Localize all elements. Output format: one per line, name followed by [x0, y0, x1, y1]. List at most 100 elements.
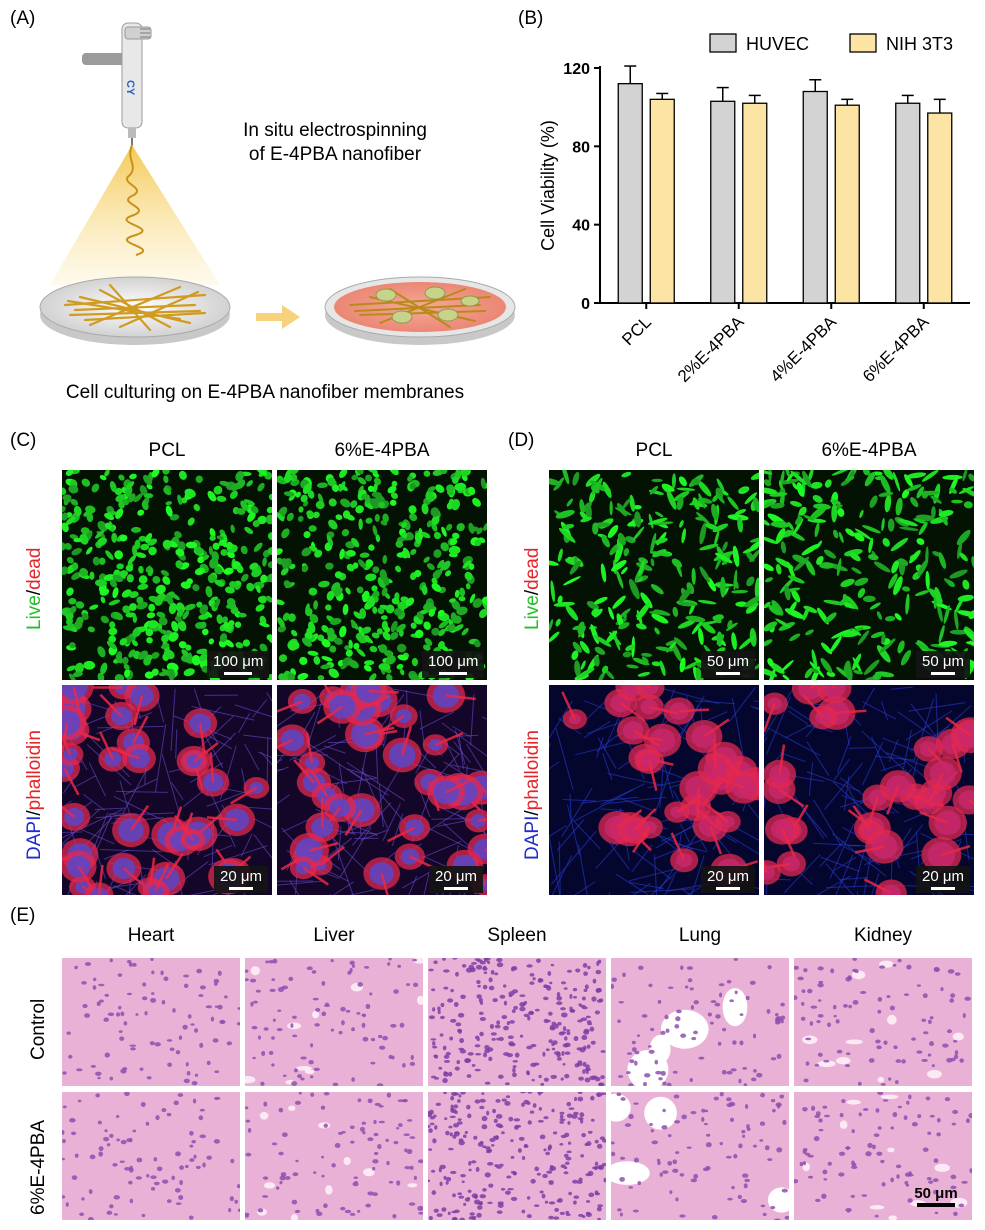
bar-nih3t3: [927, 112, 953, 304]
scale-text: 100 μm: [213, 653, 264, 670]
panel-d-col-title-2: 6%E-4PBA: [821, 440, 917, 461]
x-tick-label: PCL: [618, 312, 655, 349]
bar-huvec: [895, 102, 921, 304]
legend-label: NIH 3T3: [886, 34, 953, 54]
x-tick-label: 2%E-4PBA: [674, 312, 748, 386]
scale-bar-d-live-6e4pba: 50 μm: [916, 651, 970, 678]
slash: /: [24, 810, 45, 816]
panel-e-col-kidney: Kidney: [853, 925, 913, 946]
histology-spleen-control: [428, 958, 606, 1086]
micrograph-c-dapi-pcl: [62, 685, 272, 895]
panel-c-row-label-live-dead: Live/dead: [24, 548, 46, 630]
panel-c-col-title-2: 6%E-4PBA: [334, 440, 430, 461]
phalloidin-label: phalloidin: [24, 730, 45, 811]
histology-lung-control: [611, 958, 789, 1086]
device-logo-text: CY: [124, 80, 136, 96]
histology-kidney-control: [794, 958, 972, 1086]
scale-bar-d-live-pcl: 50 μm: [701, 651, 755, 678]
panel-label-c: (C): [10, 430, 37, 451]
electrospinning-device: CY: [82, 22, 152, 145]
petri-dish-left: [39, 276, 231, 345]
micrograph-d-dapi-pcl: [549, 685, 759, 895]
legend-swatch: [849, 33, 877, 53]
dapi-label: DAPI: [24, 815, 45, 860]
histology-lung-6e4pba: [611, 1092, 789, 1220]
bar-huvec: [710, 100, 736, 304]
phalloidin-label: phalloidin: [522, 730, 543, 811]
panel-a-caption-top-line2: of E-4PBA nanofiber: [248, 144, 422, 165]
panel-e-col-heart: Heart: [127, 925, 175, 946]
scale-bar-c-live-6e4pba: 100 μm: [422, 651, 485, 678]
scale-bar-d-dapi-6e4pba: 20 μm: [916, 866, 970, 893]
bar-nih3t3: [834, 104, 860, 304]
scale-text: 50 μm: [922, 653, 964, 670]
electrospinning-schematic: CY: [39, 22, 516, 345]
panel-a-caption-top-line1: In situ electrospinning: [243, 120, 427, 141]
scale-text: 20 μm: [435, 868, 477, 885]
slash: /: [522, 589, 543, 596]
micrograph-d-live-6e4pba: [764, 470, 974, 680]
slash: /: [24, 589, 45, 596]
fiber-spiral: [125, 144, 145, 256]
panel-c-row-label-dapi-phalloidin: DAPI/phalloidin: [24, 730, 46, 860]
panel-e-scale-bar: 50 μm: [900, 1185, 972, 1207]
histology-heart-control: [62, 958, 240, 1086]
slash: /: [522, 810, 543, 816]
bar-huvec: [802, 90, 828, 304]
panel-a-caption-bottom: Cell culturing on E-4PBA nanofiber membr…: [65, 382, 465, 403]
panel-e-col-spleen: Spleen: [487, 925, 547, 946]
legend-swatch: [709, 33, 737, 53]
scale-bar-c-dapi-pcl: 20 μm: [214, 866, 268, 893]
scale-text: 20 μm: [707, 868, 749, 885]
scale-text: 20 μm: [922, 868, 964, 885]
x-tick-label: 6%E-4PBA: [859, 312, 933, 386]
bar-huvec: [617, 83, 643, 304]
histology-liver-control: [245, 958, 423, 1086]
petri-dish-right: [324, 276, 516, 345]
scale-text: 100 μm: [428, 653, 479, 670]
histology-liver-6e4pba: [245, 1092, 423, 1220]
dead-label: dead: [522, 547, 543, 590]
micrograph-c-dapi-6e4pba: [277, 685, 487, 895]
scale-bar-c-live-pcl: 100 μm: [207, 651, 270, 678]
panel-d-row-label-live-dead: Live/dead: [522, 548, 544, 630]
bar-nih3t3: [742, 102, 768, 304]
y-tick-label: 120: [563, 61, 590, 78]
scale-bar-d-dapi-pcl: 20 μm: [701, 866, 755, 893]
scale-text: 20 μm: [220, 868, 262, 885]
cell-viability-chart: 0 40 80 120 Cell Viability (%) PCL 2%E-4PBA 4%E…: [538, 33, 970, 386]
panel-c-col-title-1: PCL: [148, 440, 186, 461]
panel-e-col-lung: Lung: [678, 925, 722, 946]
scale-text: 50 μm: [707, 653, 749, 670]
y-axis-label: Cell Viability (%): [538, 120, 558, 251]
process-arrow: [256, 305, 300, 329]
histology-heart-6e4pba: [62, 1092, 240, 1220]
y-tick-label: 0: [581, 296, 590, 313]
micrograph-c-live-pcl: [62, 470, 272, 680]
y-tick-label: 80: [572, 139, 590, 156]
panel-e-col-liver: Liver: [313, 925, 355, 946]
panel-label-d: (D): [508, 430, 535, 451]
live-label: Live: [24, 595, 45, 630]
panel-label-e: (E): [10, 905, 36, 926]
micrograph-c-live-6e4pba: [277, 470, 487, 680]
x-tick-label: 4%E-4PBA: [767, 312, 841, 386]
panel-label-a: (A): [10, 8, 36, 29]
scale-bar-c-dapi-6e4pba: 20 μm: [429, 866, 483, 893]
panel-e-row-6e4pba: 6%E-4PBA: [28, 1119, 49, 1215]
dead-label: dead: [24, 547, 45, 590]
legend-label: HUVEC: [746, 34, 809, 54]
bar-nih3t3: [649, 98, 675, 304]
y-tick-label: 40: [572, 218, 590, 235]
panel-d-row-label-dapi-phalloidin: DAPI/phalloidin: [522, 730, 544, 860]
micrograph-d-dapi-6e4pba: [764, 685, 974, 895]
panel-d-col-title-1: PCL: [635, 440, 673, 461]
panel-label-b: (B): [518, 8, 544, 29]
live-label: Live: [522, 595, 543, 630]
histology-spleen-6e4pba: [428, 1092, 606, 1220]
dapi-label: DAPI: [522, 815, 543, 860]
panel-e-row-control: Control: [28, 998, 49, 1060]
scale-text: 50 μm: [914, 1185, 958, 1202]
micrograph-d-live-pcl: [549, 470, 759, 680]
histology-kidney-6e4pba: [794, 1092, 972, 1220]
